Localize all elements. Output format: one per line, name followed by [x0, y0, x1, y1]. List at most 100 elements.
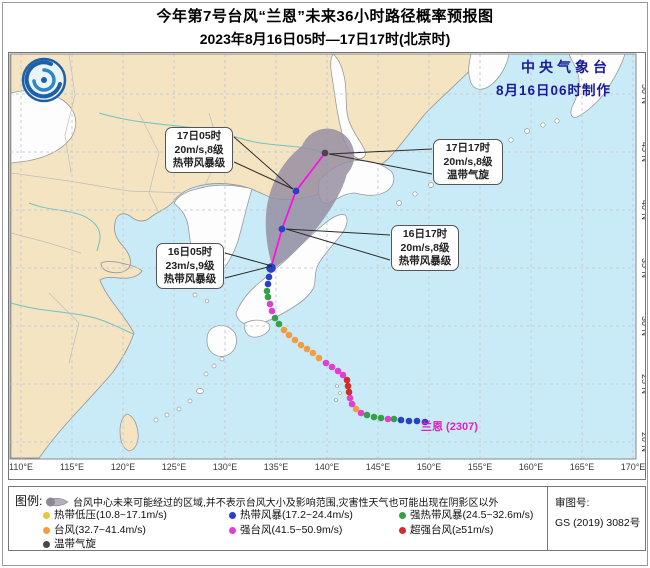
river-amur: [98, 112, 325, 154]
legend-item-label: 强热带风暴(24.5~32.6m/s): [410, 509, 534, 521]
page-subtitle: 2023年8月16日05时—17日17时(北京时): [199, 31, 451, 47]
history-dot: [384, 415, 392, 423]
history-dot: [315, 354, 323, 362]
river-yellow: [28, 202, 101, 252]
callout-line: 20m/s,8级: [400, 241, 450, 254]
history-dot: [357, 409, 365, 417]
callout-connectors: [224, 136, 433, 279]
legend-marker-STS: [399, 512, 406, 519]
forecast-dot: [278, 225, 286, 233]
legend-item: 台风(32.7~41.4m/s): [43, 522, 146, 537]
legend-marker-TD: [43, 512, 50, 519]
river-yangtze: [10, 302, 134, 335]
agency-block: 中央气象台 8月16日06时制作: [496, 57, 611, 99]
current-position-dot: [266, 263, 276, 273]
history-dot: [413, 417, 421, 425]
lat-label: 30°N: [640, 316, 645, 336]
legend-marker-TS: [229, 512, 236, 519]
page-title: 今年第7号台风“兰恩”未来36小时路径概率预报图: [156, 8, 494, 25]
legend-marker-TY: [43, 526, 50, 534]
kyushu-island: [206, 325, 237, 357]
history-dot: [334, 367, 342, 375]
legend-item-label: 热带低压(10.8~17.1m/s): [54, 509, 167, 521]
history-dot: [266, 300, 274, 308]
legend-item: 温带气旋: [43, 536, 96, 551]
lon-label: 170°E: [621, 462, 645, 472]
history-dot: [390, 415, 398, 423]
history-dot: [397, 416, 405, 424]
history-dot: [263, 287, 271, 295]
forecast-dot: [321, 149, 329, 157]
history-dot: [352, 405, 360, 413]
izu-islands: [334, 384, 342, 402]
legend-cone-note: 台风中心未来可能经过的区域,并不表示台风大小及影响范围,灾害性天气也可能出现在阴…: [73, 498, 499, 509]
legend-item-label: 强台风(41.5~50.9m/s): [240, 523, 343, 536]
lon-label: 145°E: [366, 462, 391, 472]
history-dot: [264, 293, 272, 301]
history-dot: [328, 363, 336, 371]
title-block: 今年第7号台风“兰恩”未来36小时路径概率预报图 2023年8月16日05时—1…: [0, 5, 650, 49]
history-dot: [265, 273, 273, 281]
legend-marker-EC: [43, 541, 50, 548]
sakhalin-island: [330, 54, 366, 159]
cone-legend-icon: [46, 497, 69, 507]
lon-label: 155°E: [468, 462, 493, 472]
callout-line: 23m/s,9级: [165, 259, 215, 272]
history-dot: [271, 314, 279, 322]
history-dot: [264, 280, 272, 288]
lon-label: 115°E: [60, 462, 84, 472]
legend-title: 图例:: [15, 494, 43, 508]
history-dot: [268, 307, 276, 315]
lon-label: 160°E: [519, 462, 544, 472]
legend-item: 强热带风暴(24.5~32.6m/s): [399, 507, 533, 522]
forecast-dot: [292, 187, 300, 195]
review-number: GS (2019) 3082号: [555, 517, 641, 529]
legend-item: 强台风(41.5~50.9m/s): [229, 522, 342, 537]
callout-line: 16日17时: [402, 228, 448, 240]
axis-labels: 110°E 115°E 120°E 125°E 130°E 135°E 140°E 145°E…: [9, 84, 645, 472]
legend-item: 热带低压(10.8~17.1m/s): [43, 507, 167, 522]
history-dot: [343, 376, 351, 384]
ryukyu-islands: [153, 292, 225, 423]
history-dot: [377, 414, 385, 422]
history-track-dots: [263, 263, 429, 426]
callout-line: 热带风暴级: [172, 157, 226, 169]
lon-label: 135°E: [264, 462, 289, 472]
forecast-callout-1: 17日05时 20m/s,8级 热带风暴级: [165, 127, 233, 173]
agency-name: 中央气象台: [521, 59, 611, 75]
history-dot: [309, 349, 317, 357]
legend-item-label: 台风(32.7~41.4m/s): [54, 523, 146, 536]
legend-item-label: 超强台风(≥51m/s): [410, 523, 494, 536]
history-dot: [348, 400, 356, 408]
legend-item: 超强台风(≥51m/s): [399, 522, 493, 537]
honshu-island: [235, 214, 348, 326]
lon-label: 110°E: [9, 462, 33, 472]
history-dot: [370, 413, 378, 421]
legend-item: 热带风暴(17.2~24.4m/s): [229, 507, 353, 522]
lon-label: 140°E: [315, 462, 340, 472]
callout-line: 20m/s,8级: [443, 155, 493, 168]
callout-line: 16日05时: [167, 246, 213, 258]
agency-issue-time: 8月16日06时制作: [495, 83, 611, 98]
forecast-track-dots: [278, 149, 329, 233]
callout-line: 20m/s,8级: [174, 143, 224, 156]
forecast-probability-cone: [265, 128, 355, 269]
legend-item-label: 温带气旋: [54, 538, 96, 550]
lat-label: 20°N: [640, 432, 645, 452]
forecast-callout-4: 16日05时 23m/s,9级 热带风暴级: [156, 243, 224, 289]
map-canvas: 110°E 115°E 120°E 125°E 130°E 135°E 140°E 145°E…: [9, 53, 645, 472]
history-dot: [363, 411, 371, 419]
lat-label: 40°N: [640, 200, 645, 220]
history-dot: [280, 326, 288, 334]
callout-line: 17日05时: [176, 130, 222, 142]
callout-line: 温带气旋: [447, 169, 489, 181]
lon-label: 165°E: [570, 462, 595, 472]
okhotsk-coast-landmass: [468, 54, 510, 90]
legend-box: 图例: 台风中心未来可能经过的区域,并不表示台风大小及影响范围,灾害性天气也可能…: [8, 486, 646, 551]
history-dot: [405, 417, 413, 425]
lon-label: 120°E: [111, 462, 136, 472]
typhoon-track-map: 110°E 115°E 120°E 125°E 130°E 135°E 140°E 145°E…: [8, 52, 646, 480]
callout-line: 热带风暴级: [398, 255, 452, 267]
legend-marker-SuperTY: [399, 526, 406, 534]
history-dot: [345, 388, 353, 396]
